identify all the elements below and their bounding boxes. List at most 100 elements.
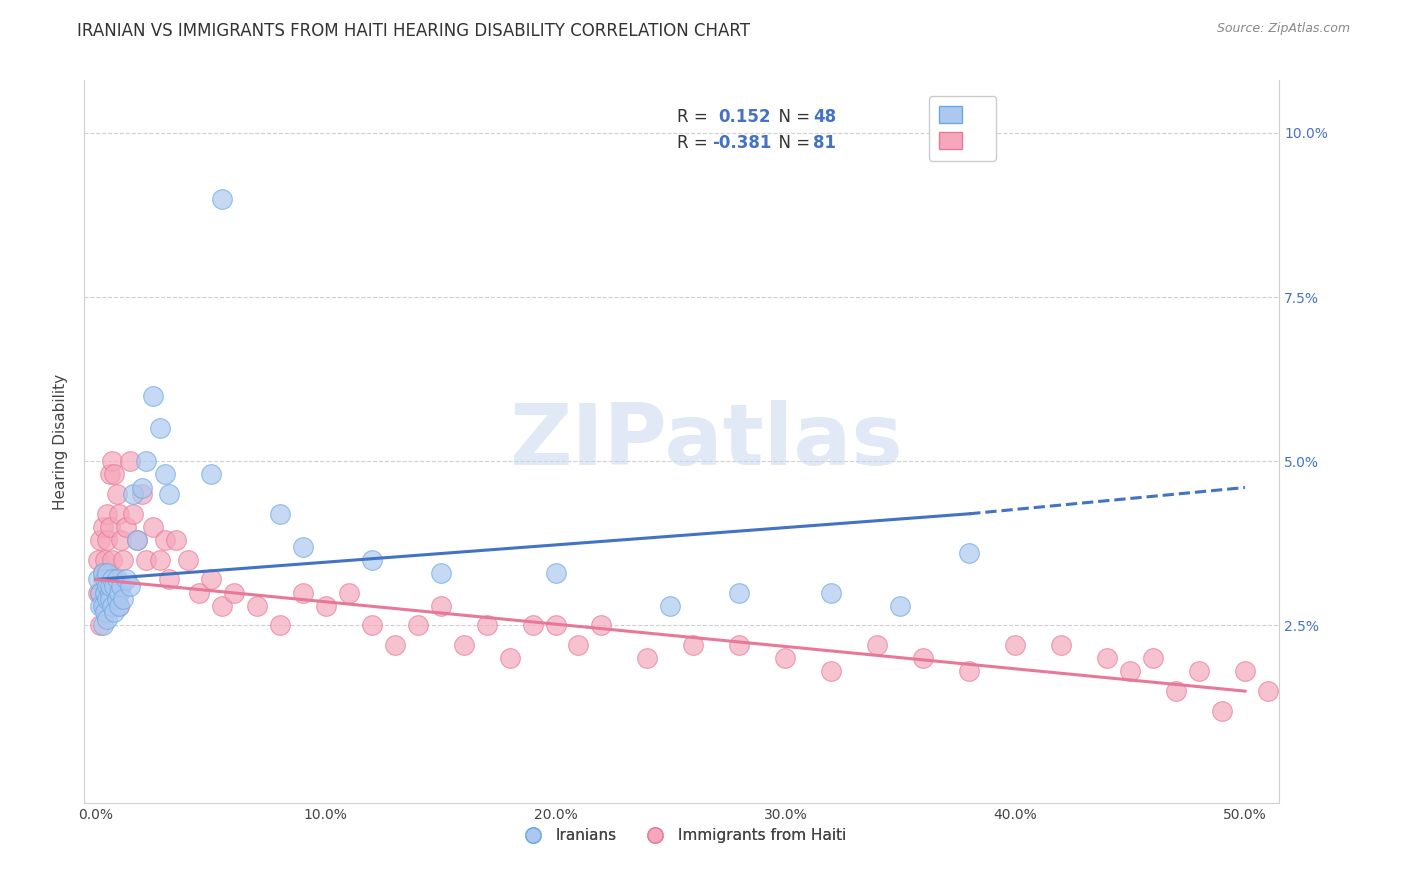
- Point: [360, 618, 382, 632]
- Point: [315, 599, 337, 613]
- Point: [98, 579, 121, 593]
- Text: N =: N =: [768, 108, 815, 126]
- Point: [94, 599, 117, 613]
- Point: [1119, 665, 1142, 679]
- Point: [135, 553, 157, 567]
- Point: [1004, 638, 1026, 652]
- Point: [135, 454, 157, 468]
- Point: [87, 585, 110, 599]
- Point: [149, 553, 172, 567]
- Point: [87, 553, 110, 567]
- Point: [96, 605, 118, 619]
- Point: [406, 618, 429, 632]
- Point: [110, 579, 132, 593]
- Point: [1095, 651, 1118, 665]
- Point: [91, 566, 114, 580]
- Point: [912, 651, 935, 665]
- Text: -0.381: -0.381: [711, 135, 770, 153]
- Point: [957, 546, 980, 560]
- Point: [121, 507, 143, 521]
- Point: [121, 487, 143, 501]
- Point: [87, 573, 110, 587]
- Point: [157, 573, 180, 587]
- Point: [567, 638, 589, 652]
- Point: [101, 553, 124, 567]
- Point: [153, 533, 176, 547]
- Point: [291, 540, 314, 554]
- Point: [96, 566, 118, 580]
- Point: [91, 599, 114, 613]
- Text: IRANIAN VS IMMIGRANTS FROM HAITI HEARING DISABILITY CORRELATION CHART: IRANIAN VS IMMIGRANTS FROM HAITI HEARING…: [77, 22, 751, 40]
- Point: [728, 585, 751, 599]
- Point: [120, 579, 142, 593]
- Point: [105, 585, 128, 599]
- Point: [131, 487, 153, 501]
- Point: [91, 520, 114, 534]
- Point: [728, 638, 751, 652]
- Point: [1233, 665, 1256, 679]
- Point: [269, 507, 291, 521]
- Point: [1257, 684, 1279, 698]
- Point: [105, 592, 128, 607]
- Point: [636, 651, 658, 665]
- Point: [91, 566, 114, 580]
- Point: [101, 454, 124, 468]
- Point: [142, 520, 165, 534]
- Point: [142, 388, 165, 402]
- Point: [101, 599, 124, 613]
- Point: [775, 651, 797, 665]
- Point: [98, 573, 121, 587]
- Point: [200, 467, 222, 482]
- Point: [108, 599, 131, 613]
- Point: [96, 507, 118, 521]
- Point: [177, 553, 200, 567]
- Point: [591, 618, 613, 632]
- Point: [127, 533, 149, 547]
- Point: [153, 467, 176, 482]
- Point: [94, 573, 117, 587]
- Text: Source: ZipAtlas.com: Source: ZipAtlas.com: [1216, 22, 1350, 36]
- Point: [149, 421, 172, 435]
- Point: [1142, 651, 1164, 665]
- Point: [1050, 638, 1073, 652]
- Point: [91, 599, 114, 613]
- Text: 0.152: 0.152: [718, 108, 770, 126]
- Point: [89, 585, 111, 599]
- Point: [957, 665, 980, 679]
- Point: [96, 592, 118, 607]
- Point: [91, 618, 114, 632]
- Point: [103, 579, 125, 593]
- Point: [1188, 665, 1211, 679]
- Point: [1164, 684, 1187, 698]
- Point: [544, 618, 567, 632]
- Point: [127, 533, 149, 547]
- Text: N =: N =: [768, 135, 815, 153]
- Point: [91, 573, 114, 587]
- Point: [498, 651, 520, 665]
- Text: ZIPatlas: ZIPatlas: [509, 400, 903, 483]
- Point: [337, 585, 360, 599]
- Point: [157, 487, 180, 501]
- Point: [96, 533, 118, 547]
- Point: [94, 585, 117, 599]
- Point: [105, 573, 128, 587]
- Point: [108, 585, 131, 599]
- Point: [94, 605, 117, 619]
- Point: [211, 192, 233, 206]
- Point: [105, 487, 128, 501]
- Point: [98, 592, 121, 607]
- Point: [103, 605, 125, 619]
- Point: [475, 618, 498, 632]
- Point: [89, 533, 111, 547]
- Point: [211, 599, 233, 613]
- Point: [429, 566, 451, 580]
- Y-axis label: Hearing Disability: Hearing Disability: [53, 374, 69, 509]
- Point: [108, 507, 131, 521]
- Point: [114, 573, 136, 587]
- Text: R =: R =: [678, 135, 713, 153]
- Point: [94, 585, 117, 599]
- Text: R =: R =: [678, 108, 713, 126]
- Point: [94, 553, 117, 567]
- Point: [889, 599, 911, 613]
- Point: [120, 454, 142, 468]
